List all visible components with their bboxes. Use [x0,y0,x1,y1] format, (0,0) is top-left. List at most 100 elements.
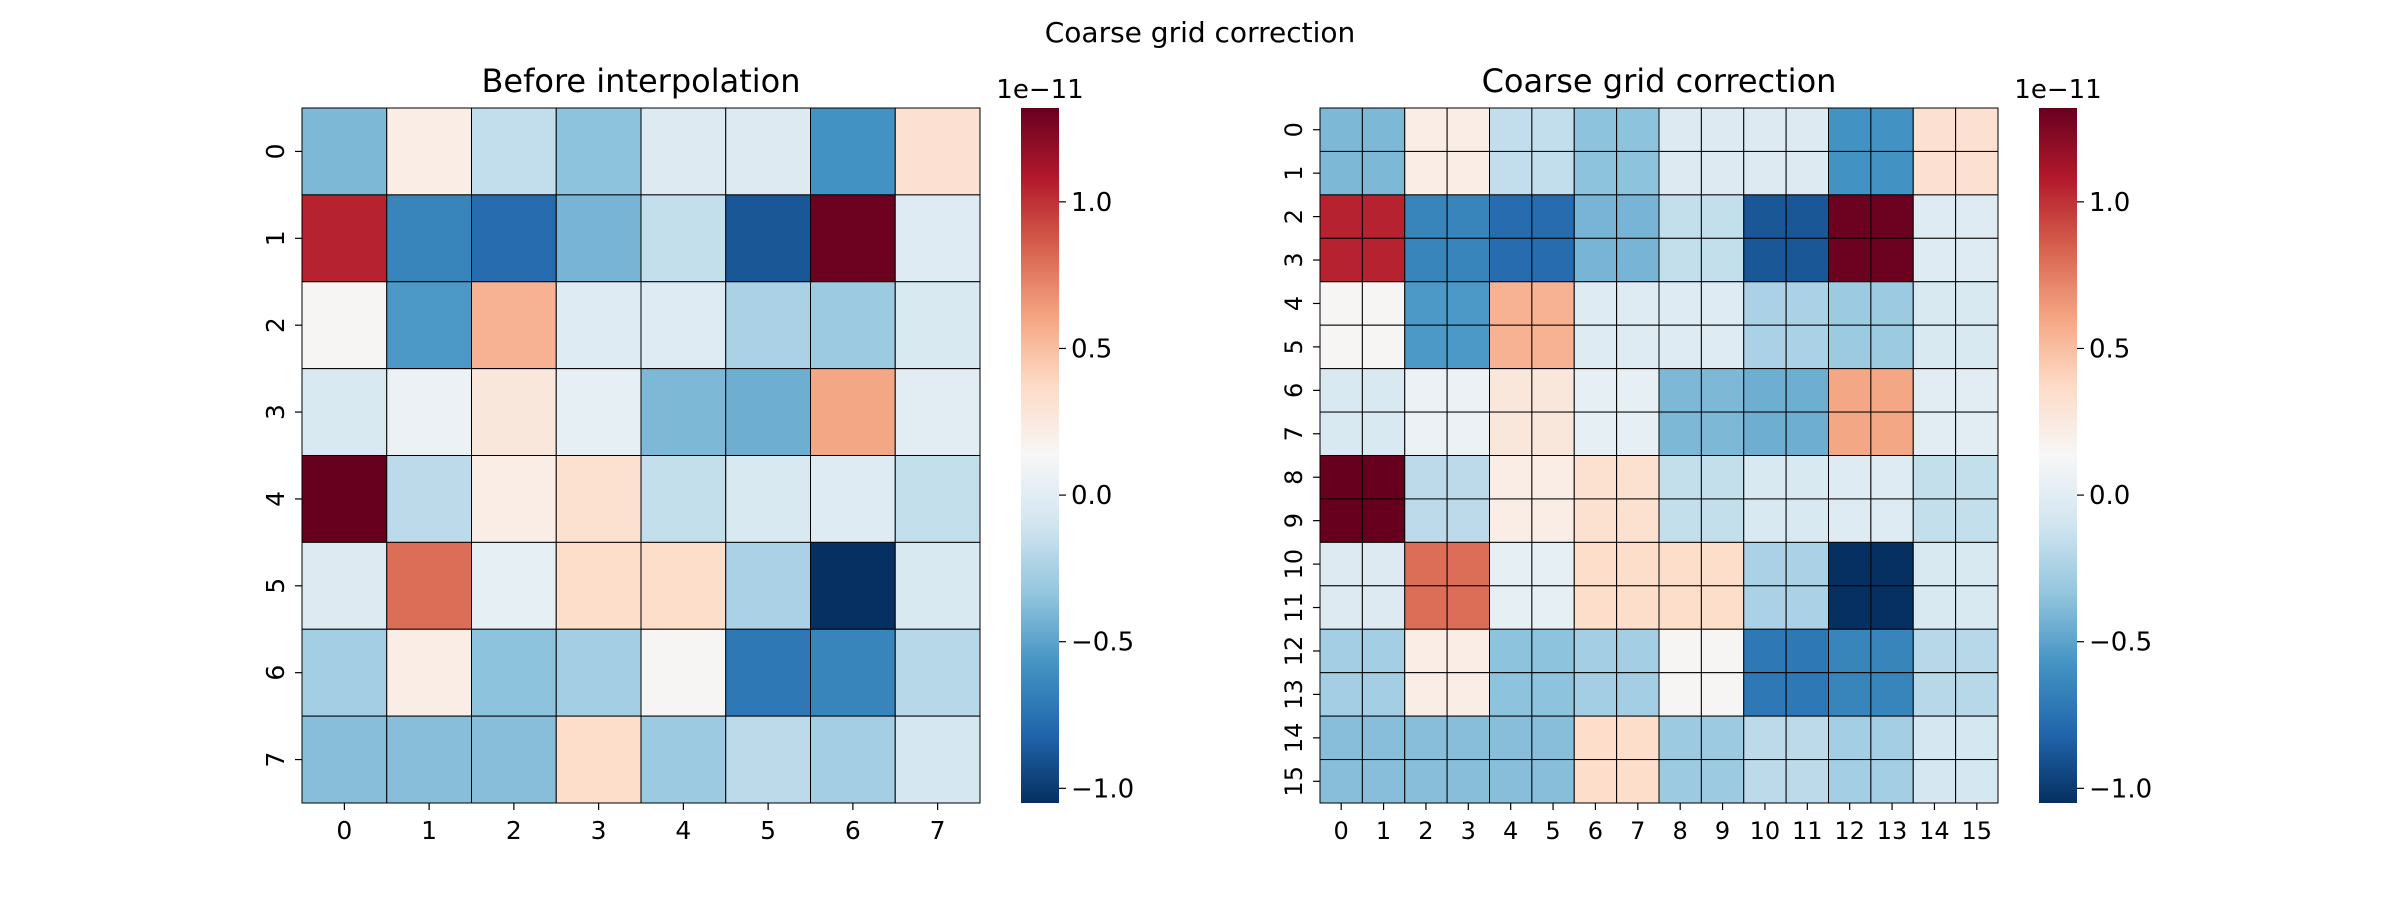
heatmap-cell-r3-c1 [1361,237,1406,283]
heatmap-cell-r3-c3 [555,368,642,456]
heatmap-cell-r4-c11 [1785,281,1829,326]
heatmap-cell-r0-c8 [1658,107,1702,152]
panel-title: Coarse grid correction [1482,62,1837,100]
x-tick-label: 12 [1834,817,1865,845]
heatmap-cell-r13-c1 [1361,672,1406,717]
heatmap-cell-r6-c2 [1404,368,1448,413]
y-tick-label: 0 [261,143,290,159]
heatmap-cell-r15-c8 [1658,759,1702,804]
heatmap-cell-r1-c6 [810,194,896,283]
y-tick-label: 4 [261,491,290,507]
heatmap-cell-r7-c1 [1361,411,1406,456]
heatmap-cell-r9-c13 [1870,498,1914,543]
heatmap-cell-r4-c6 [1573,281,1618,326]
heatmap-cell-r2-c7 [1616,194,1660,239]
heatmap-cell-r1-c13 [1870,150,1914,196]
heatmap-cell-r6-c2 [471,628,557,717]
heatmap-cell-r6-c4 [640,628,727,717]
heatmap-cell-r6-c7 [894,628,981,717]
heatmap-cell-r3-c15 [1955,237,1999,283]
heatmap-cell-r13-c13 [1870,672,1914,717]
heatmap-cell-r15-c9 [1700,759,1745,804]
heatmap-cell-r3-c5 [725,368,811,456]
heatmap-cell-r15-c11 [1785,759,1829,804]
heatmap-cell-r9-c0 [1319,498,1363,543]
heatmap-cell-r9-c15 [1955,498,1999,543]
heatmap-cell-r6-c6 [1573,368,1618,413]
heatmap-cell-r15-c2 [1404,759,1448,804]
heatmap-cell-r15-c10 [1743,759,1787,804]
heatmap-cell-r5-c0 [301,541,388,630]
heatmap-cell-r3-c11 [1785,237,1829,283]
heatmap-cell-r10-c5 [1531,541,1575,587]
heatmap-cell-r3-c9 [1700,237,1745,283]
heatmap-cell-r5-c2 [471,541,557,630]
heatmap-cell-r8-c6 [1573,455,1618,500]
heatmap-cell-r5-c4 [1489,324,1533,370]
heatmap-cell-r15-c12 [1828,759,1872,804]
heatmap-cell-r0-c7 [1616,107,1660,152]
y-tick-label: 8 [1280,470,1308,485]
heatmap-cell-r5-c1 [386,541,472,630]
heatmap-cell-r12-c13 [1870,628,1914,674]
heatmap-cell-r2-c2 [471,281,557,370]
heatmap-cell-r2-c14 [1912,194,1957,239]
heatmap-cell-r5-c7 [894,541,981,630]
heatmap-cell-r5-c5 [725,541,811,630]
heatmap-cell-r4-c5 [1531,281,1575,326]
heatmap-cell-r0-c3 [555,107,642,196]
heatmap-cell-r2-c1 [386,281,472,370]
heatmap-cell-r10-c6 [1573,541,1618,587]
heatmap-cell-r0-c9 [1700,107,1745,152]
heatmap-cell-r2-c7 [894,281,981,370]
heatmap-cell-r12-c8 [1658,628,1702,674]
heatmap-cell-r0-c4 [1489,107,1533,152]
heatmap-cell-r6-c8 [1658,368,1702,413]
heatmap-cell-r14-c7 [1616,715,1660,761]
heatmap-cell-r11-c14 [1912,585,1957,630]
heatmap-cell-r12-c1 [1361,628,1406,674]
heatmap-cells [1319,107,1999,804]
heatmap-cell-r9-c11 [1785,498,1829,543]
heatmap-cell-r3-c14 [1912,237,1957,283]
heatmap-cell-r5-c0 [1319,324,1363,370]
heatmap-cell-r0-c5 [1531,107,1575,152]
colorbar: 1.0 0.5 0.0 −0.5 −1.0 1e−11 [996,75,1134,804]
heatmap-cell-r9-c14 [1912,498,1957,543]
heatmap-cell-r0-c3 [1446,107,1490,152]
heatmap-cell-r4-c1 [386,455,472,543]
colorbar-tick-label: −0.5 [1071,628,1134,658]
heatmap-cell-r10-c9 [1700,541,1745,587]
heatmap-cell-r0-c6 [810,107,896,196]
heatmap-cell-r6-c14 [1912,368,1957,413]
heatmap-cell-r2-c9 [1700,194,1745,239]
heatmap-cell-r10-c0 [1319,541,1363,587]
heatmap-cell-r6-c0 [1319,368,1363,413]
heatmap-cell-r0-c11 [1785,107,1829,152]
heatmap-cell-r2-c13 [1870,194,1914,239]
heatmap-cell-r6-c1 [1361,368,1406,413]
heatmap-cell-r10-c7 [1616,541,1660,587]
y-tick-label: 3 [1280,252,1308,267]
heatmap-cell-r7-c15 [1955,411,1999,456]
heatmap-cell-r12-c4 [1489,628,1533,674]
heatmap-cell-r5-c8 [1658,324,1702,370]
heatmap-cell-r1-c10 [1743,150,1787,196]
heatmap-cell-r1-c3 [555,194,642,283]
heatmap-cell-r7-c13 [1870,411,1914,456]
heatmap-cell-r3-c3 [1446,237,1490,283]
heatmap-cell-r13-c9 [1700,672,1745,717]
heatmap-cell-r14-c14 [1912,715,1957,761]
heatmap-cell-r7-c5 [725,715,811,804]
heatmap-cell-r4-c5 [725,455,811,543]
heatmap-cell-r11-c0 [1319,585,1363,630]
heatmap-cell-r5-c6 [810,541,896,630]
heatmap-cell-r2-c11 [1785,194,1829,239]
heatmap-cell-r6-c15 [1955,368,1999,413]
heatmap-cell-r5-c9 [1700,324,1745,370]
heatmap-cell-r1-c6 [1573,150,1618,196]
heatmap-cell-r11-c11 [1785,585,1829,630]
heatmap-cell-r8-c10 [1743,455,1787,500]
colorbar-fill [1021,108,1059,803]
heatmap-cell-r4-c1 [1361,281,1406,326]
